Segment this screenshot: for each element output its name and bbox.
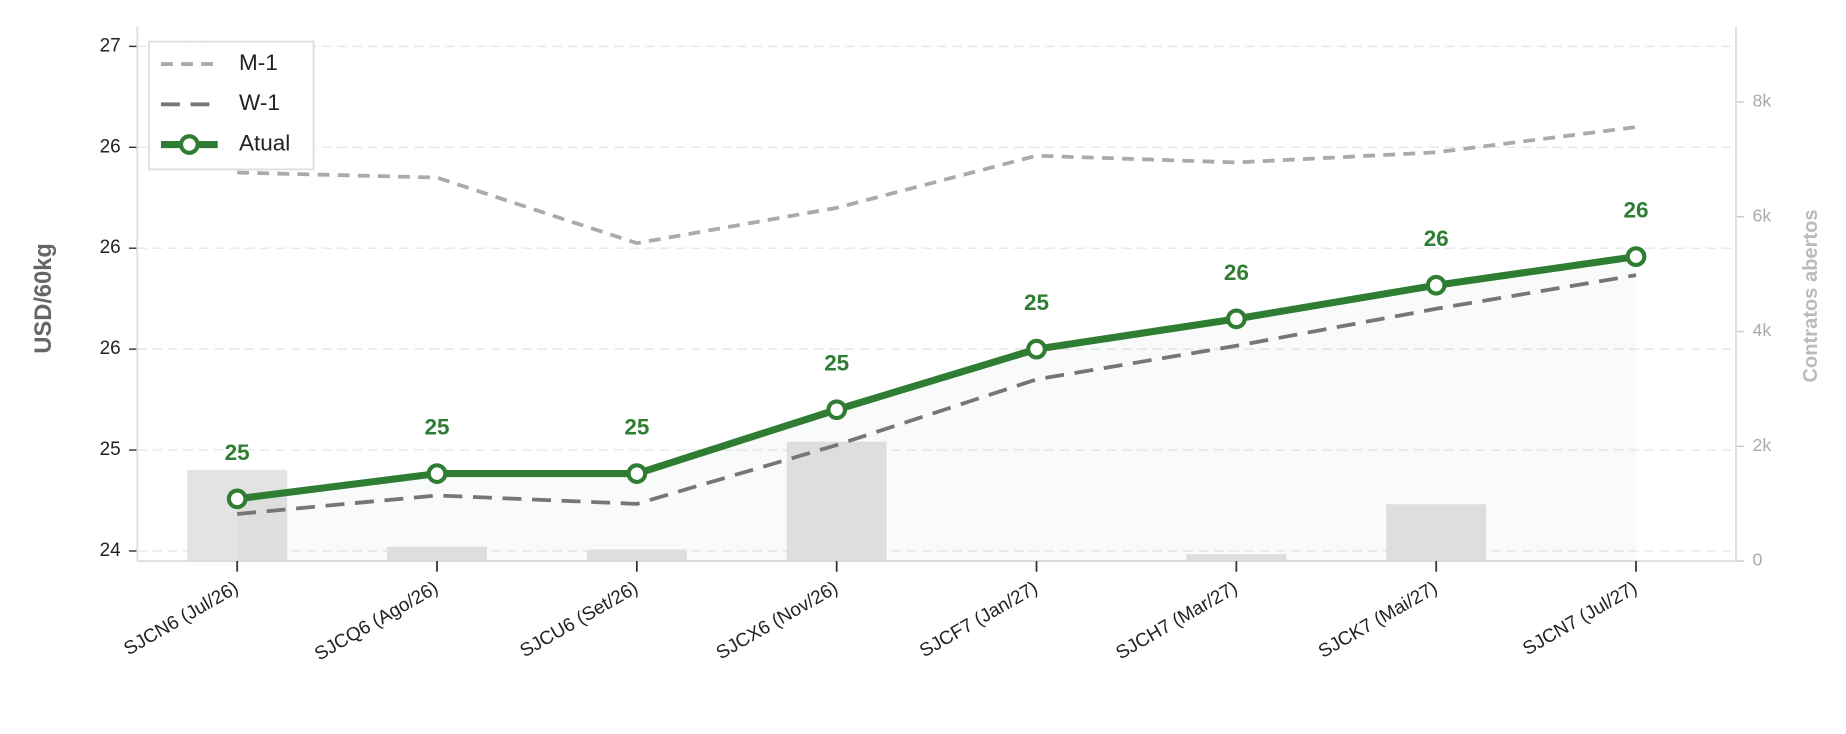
point-marker xyxy=(826,399,848,421)
y-tick-label: 26 xyxy=(100,237,121,258)
data-label: 25 xyxy=(624,415,649,440)
point-marker xyxy=(226,488,248,510)
area-fill xyxy=(237,257,1636,561)
data-label: 25 xyxy=(225,440,250,465)
data-label: 26 xyxy=(1624,198,1649,223)
point-marker xyxy=(1226,308,1247,330)
y2-tick-label: 0 xyxy=(1753,550,1763,570)
x-tick-label: SJCN7 (Jul/27) xyxy=(1519,578,1641,660)
y-tick-label: 25 xyxy=(100,439,121,460)
volume-bar xyxy=(1386,504,1487,562)
point-marker xyxy=(1625,246,1647,267)
y2-axis-label: Contratos abertos xyxy=(1800,209,1822,382)
legend-marker xyxy=(178,134,200,155)
x-tick-label: SJCX6 (Nov/26) xyxy=(713,578,842,665)
y2-tick-label: 8k xyxy=(1753,91,1772,111)
y-tick-label: 27 xyxy=(100,35,121,56)
x-tick-label: SJCN6 (Jul/26) xyxy=(121,578,243,660)
x-tick-label: SJCK7 (Mai/27) xyxy=(1315,578,1441,663)
y-tick-label: 26 xyxy=(100,338,121,359)
volume-bar xyxy=(786,441,887,562)
y2-tick-label: 2k xyxy=(1753,435,1772,455)
y2-tick-label: 6k xyxy=(1753,205,1772,225)
x-tick-label: SJCU6 (Set/26) xyxy=(517,578,642,662)
x-tick-label: SJCF7 (Jan/27) xyxy=(916,578,1041,662)
point-marker xyxy=(1026,338,1047,360)
volume-bar xyxy=(387,546,487,562)
point-marker xyxy=(626,463,648,484)
volume-bar xyxy=(586,549,687,562)
y-axis-label: USD/60kg xyxy=(31,243,57,353)
series-line xyxy=(237,273,1637,516)
volume-bar xyxy=(1186,554,1287,562)
point-marker xyxy=(1425,274,1447,296)
x-tick-label: SJCH7 (Mar/27) xyxy=(1112,578,1241,665)
volume-bar xyxy=(187,470,288,562)
data-label: 25 xyxy=(824,351,849,376)
data-label: 26 xyxy=(1224,260,1249,285)
data-label: 25 xyxy=(425,415,450,440)
y-tick-label: 26 xyxy=(100,136,121,157)
y2-tick-label: 4k xyxy=(1753,320,1772,340)
data-label: 26 xyxy=(1424,226,1449,251)
data-label: 25 xyxy=(1024,290,1049,315)
legend-label: W-1 xyxy=(239,90,280,115)
x-tick-label: SJCQ6 (Ago/26) xyxy=(311,578,442,666)
legend-label: Atual xyxy=(239,130,290,155)
legend-label: M-1 xyxy=(239,50,278,75)
point-marker xyxy=(426,463,448,484)
series-line xyxy=(236,253,1637,503)
y-tick-label: 24 xyxy=(100,540,121,561)
